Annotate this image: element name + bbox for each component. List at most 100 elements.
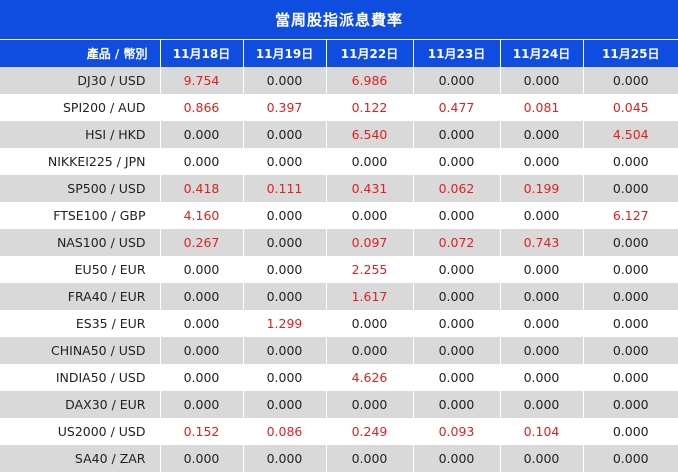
- rate-cell: 4.504: [583, 121, 678, 148]
- rate-cell: 4.626: [326, 364, 414, 391]
- table-row: ES35 / EUR 0.000 1.299 0.000 0.000 0.000 0.000: [0, 310, 678, 337]
- rate-cell: 0.000: [326, 445, 414, 472]
- table-row: CHINA50 / USD 0.000 0.000 0.000 0.000 0.000 0.…: [0, 337, 678, 364]
- product-cell: INDIA50 / USD: [0, 364, 161, 391]
- rate-cell: 0.000: [243, 337, 327, 364]
- table-row: NAS100 / USD 0.267 0.000 0.097 0.072 0.743 0.0…: [0, 229, 678, 256]
- table-body: DJ30 / USD 9.754 0.000 6.986 0.000 0.000 0.000…: [0, 67, 678, 472]
- rate-cell: 0.000: [160, 256, 244, 283]
- rate-cell: 0.000: [500, 337, 584, 364]
- dividend-rate-table: 產品 / 幣別 11月18日 11月19日 11月22日 11月23日 11月2…: [0, 40, 678, 472]
- rate-cell: 0.431: [326, 175, 414, 202]
- rate-cell: 0.000: [160, 364, 244, 391]
- rate-cell: 0.000: [413, 391, 501, 418]
- rate-cell: 0.000: [413, 310, 501, 337]
- rate-cell: 0.000: [583, 391, 678, 418]
- product-cell: CHINA50 / USD: [0, 337, 161, 364]
- rate-cell: 0.000: [243, 256, 327, 283]
- rate-cell: 0.000: [583, 445, 678, 472]
- rate-cell: 4.160: [160, 202, 244, 229]
- rate-cell: 0.000: [326, 310, 414, 337]
- rate-cell: 0.000: [413, 148, 501, 175]
- rate-cell: 6.127: [583, 202, 678, 229]
- product-cell: ES35 / EUR: [0, 310, 161, 337]
- table-row: FTSE100 / GBP 4.160 0.000 0.000 0.000 0.000 6.…: [0, 202, 678, 229]
- rate-cell: 0.000: [243, 202, 327, 229]
- rate-cell: 0.000: [243, 121, 327, 148]
- table-title: 當周股指派息費率: [0, 0, 678, 40]
- rate-cell: 0.000: [326, 148, 414, 175]
- rate-cell: 0.081: [500, 94, 584, 121]
- product-cell: FTSE100 / GBP: [0, 202, 161, 229]
- rate-cell: 0.397: [243, 94, 327, 121]
- rate-cell: 0.000: [583, 364, 678, 391]
- rate-cell: 0.122: [326, 94, 414, 121]
- rate-cell: 0.000: [583, 229, 678, 256]
- rate-cell: 0.097: [326, 229, 414, 256]
- rate-cell: 0.072: [413, 229, 501, 256]
- rate-cell: 0.000: [160, 310, 244, 337]
- rate-cell: 0.000: [500, 256, 584, 283]
- table-row: US2000 / USD 0.152 0.086 0.249 0.093 0.104 0.0…: [0, 418, 678, 445]
- rate-cell: 0.000: [583, 337, 678, 364]
- rate-cell: 0.104: [500, 418, 584, 445]
- rate-cell: 0.000: [160, 283, 244, 310]
- rate-cell: 0.267: [160, 229, 244, 256]
- header-date: 11月24日: [500, 40, 584, 67]
- rate-cell: 0.000: [243, 229, 327, 256]
- rate-cell: 0.000: [160, 445, 244, 472]
- table-row: SPI200 / AUD 0.866 0.397 0.122 0.477 0.081 0.0…: [0, 94, 678, 121]
- product-cell: SP500 / USD: [0, 175, 161, 202]
- rate-cell: 9.754: [160, 67, 244, 94]
- rate-cell: 0.045: [583, 94, 678, 121]
- header-date: 11月25日: [583, 40, 678, 67]
- rate-cell: 0.000: [160, 337, 244, 364]
- header-date: 11月18日: [160, 40, 244, 67]
- rate-cell: 0.000: [500, 67, 584, 94]
- header-date: 11月19日: [243, 40, 327, 67]
- rate-cell: 0.000: [413, 121, 501, 148]
- header-date: 11月22日: [326, 40, 414, 67]
- rate-cell: 0.743: [500, 229, 584, 256]
- rate-cell: 0.000: [413, 202, 501, 229]
- rate-cell: 0.000: [500, 121, 584, 148]
- product-cell: US2000 / USD: [0, 418, 161, 445]
- rate-cell: 0.000: [413, 445, 501, 472]
- rate-cell: 0.199: [500, 175, 584, 202]
- rate-cell: 0.000: [500, 364, 584, 391]
- rate-cell: 0.000: [583, 175, 678, 202]
- rate-cell: 0.000: [326, 391, 414, 418]
- product-cell: SA40 / ZAR: [0, 445, 161, 472]
- table-row: SP500 / USD 0.418 0.111 0.431 0.062 0.199 0.00…: [0, 175, 678, 202]
- rate-cell: 0.000: [243, 364, 327, 391]
- table-row: EU50 / EUR 0.000 0.000 2.255 0.000 0.000 0.000: [0, 256, 678, 283]
- table-row: DJ30 / USD 9.754 0.000 6.986 0.000 0.000 0.000: [0, 67, 678, 94]
- rate-cell: 0.866: [160, 94, 244, 121]
- table-row: SA40 / ZAR 0.000 0.000 0.000 0.000 0.000 0.000: [0, 445, 678, 472]
- rate-cell: 0.000: [243, 67, 327, 94]
- rate-cell: 0.000: [500, 283, 584, 310]
- rate-cell: 0.000: [583, 418, 678, 445]
- rate-cell: 0.000: [413, 67, 501, 94]
- rate-cell: 0.000: [583, 310, 678, 337]
- rate-cell: 0.000: [326, 337, 414, 364]
- rate-cell: 0.000: [160, 121, 244, 148]
- table-header: 產品 / 幣別 11月18日 11月19日 11月22日 11月23日 11月2…: [0, 40, 678, 67]
- product-cell: EU50 / EUR: [0, 256, 161, 283]
- rate-cell: 0.000: [583, 283, 678, 310]
- rate-cell: 0.000: [413, 256, 501, 283]
- product-cell: NAS100 / USD: [0, 229, 161, 256]
- table-row: DAX30 / EUR 0.000 0.000 0.000 0.000 0.000 0.00…: [0, 391, 678, 418]
- rate-cell: 0.000: [500, 391, 584, 418]
- header-product: 產品 / 幣別: [0, 40, 161, 67]
- rate-cell: 1.299: [243, 310, 327, 337]
- rate-cell: 0.000: [243, 283, 327, 310]
- rate-cell: 1.617: [326, 283, 414, 310]
- product-cell: DAX30 / EUR: [0, 391, 161, 418]
- rate-cell: 0.000: [243, 445, 327, 472]
- rate-cell: 0.000: [413, 337, 501, 364]
- rate-cell: 0.000: [583, 256, 678, 283]
- table-row: NIKKEI225 / JPN 0.000 0.000 0.000 0.000 0.000…: [0, 148, 678, 175]
- product-cell: FRA40 / EUR: [0, 283, 161, 310]
- table-row: INDIA50 / USD 0.000 0.000 4.626 0.000 0.000 0.…: [0, 364, 678, 391]
